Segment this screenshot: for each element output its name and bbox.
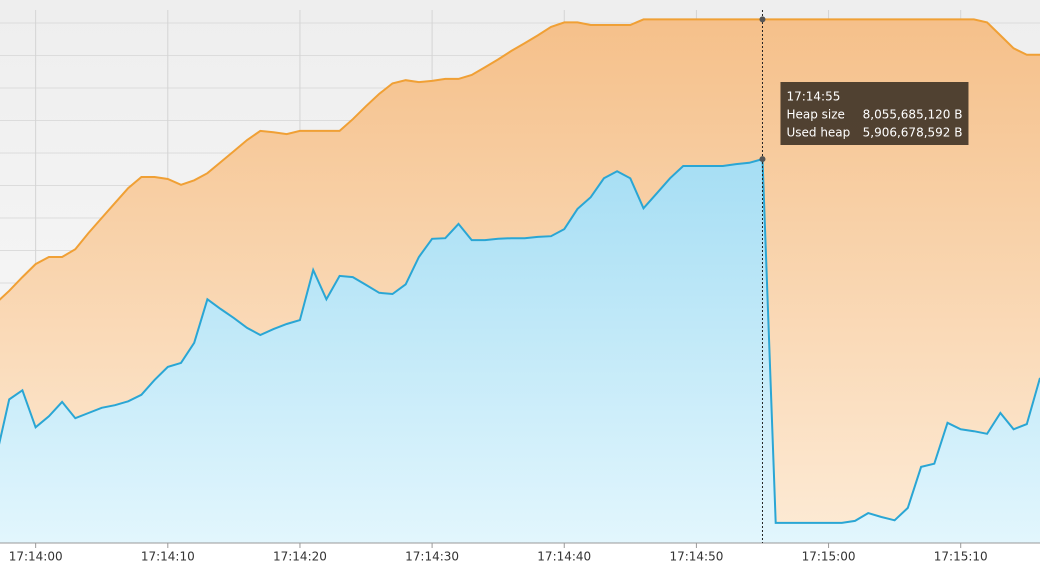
x-tick-label: 17:14:30 <box>405 550 459 564</box>
tooltip-time: 17:14:55 <box>786 90 840 104</box>
tooltip: 17:14:55 Heap size 8,055,685,120 B Used hea… <box>780 82 969 145</box>
tooltip-value: 8,055,685,120 B <box>863 108 963 122</box>
x-tick-label: 17:14:00 <box>9 550 63 564</box>
x-tick-label: 17:14:50 <box>669 550 723 564</box>
plot <box>0 10 1040 543</box>
tooltip-series-name: Heap size <box>786 108 844 122</box>
hover-point <box>759 16 766 23</box>
series-line <box>0 157 1040 524</box>
x-tick-label: 17:15:10 <box>934 550 988 564</box>
x-tick-label: 17:14:20 <box>273 550 327 564</box>
series-line <box>0 18 1040 301</box>
hover-point <box>759 156 766 163</box>
x-tick-label: 17:14:40 <box>537 550 591 564</box>
tooltip-box <box>780 82 969 145</box>
tooltip-series-name: Used heap <box>786 126 850 140</box>
series-area <box>0 159 1040 543</box>
x-tick-label: 17:15:00 <box>802 550 856 564</box>
x-tick-label: 17:14:10 <box>141 550 195 564</box>
tooltip-value: 5,906,678,592 B <box>863 126 963 140</box>
